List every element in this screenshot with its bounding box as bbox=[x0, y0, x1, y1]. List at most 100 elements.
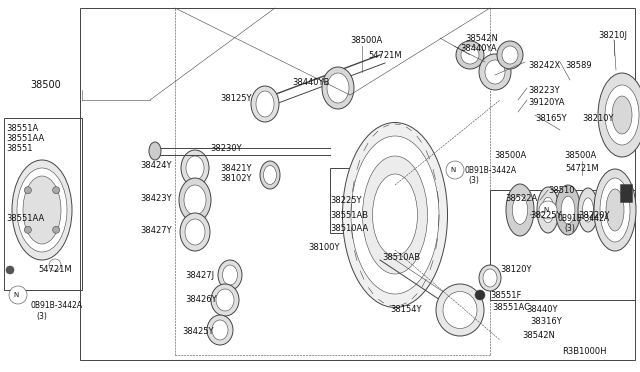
Ellipse shape bbox=[605, 85, 639, 145]
Ellipse shape bbox=[479, 265, 501, 291]
Ellipse shape bbox=[327, 73, 349, 103]
Text: 38510: 38510 bbox=[548, 186, 575, 195]
Text: 38440YB: 38440YB bbox=[292, 77, 330, 87]
Circle shape bbox=[6, 266, 14, 274]
Bar bbox=[330, 168, 402, 233]
Ellipse shape bbox=[149, 142, 161, 160]
Text: 38225Y: 38225Y bbox=[330, 196, 362, 205]
Text: 38421Y: 38421Y bbox=[220, 164, 252, 173]
Text: 54721M: 54721M bbox=[38, 266, 72, 275]
Text: 54721M: 54721M bbox=[368, 51, 402, 60]
Text: 38510AB: 38510AB bbox=[382, 253, 420, 263]
Ellipse shape bbox=[483, 269, 497, 287]
Text: 38242X: 38242X bbox=[528, 61, 560, 70]
Ellipse shape bbox=[598, 73, 640, 157]
Ellipse shape bbox=[542, 198, 554, 223]
Text: 38522A: 38522A bbox=[505, 193, 537, 202]
Text: 0B91B-3442A: 0B91B-3442A bbox=[465, 166, 517, 174]
Text: (3): (3) bbox=[36, 311, 47, 321]
Ellipse shape bbox=[218, 260, 242, 290]
Ellipse shape bbox=[582, 198, 593, 222]
Text: 38551F: 38551F bbox=[490, 291, 522, 299]
Ellipse shape bbox=[479, 54, 511, 90]
Ellipse shape bbox=[556, 185, 580, 235]
Text: 38316Y: 38316Y bbox=[530, 317, 562, 327]
Ellipse shape bbox=[578, 188, 598, 232]
Ellipse shape bbox=[264, 166, 276, 185]
Text: 38220Y: 38220Y bbox=[578, 211, 609, 219]
Text: 0B91B-3442A: 0B91B-3442A bbox=[30, 301, 82, 310]
Text: 38210J: 38210J bbox=[598, 31, 627, 39]
Ellipse shape bbox=[600, 178, 630, 242]
Text: 38551AA: 38551AA bbox=[6, 134, 44, 142]
Bar bbox=[80, 8, 635, 360]
Text: 38500A: 38500A bbox=[494, 151, 526, 160]
Text: R3B1000H: R3B1000H bbox=[562, 347, 607, 356]
Text: 38510AA: 38510AA bbox=[330, 224, 368, 232]
Ellipse shape bbox=[17, 168, 67, 252]
Text: N: N bbox=[543, 207, 548, 213]
Ellipse shape bbox=[251, 86, 279, 122]
Ellipse shape bbox=[181, 150, 209, 186]
Ellipse shape bbox=[256, 91, 274, 117]
Ellipse shape bbox=[342, 122, 447, 308]
Text: 38551: 38551 bbox=[6, 144, 33, 153]
Text: 0B91B-3442A: 0B91B-3442A bbox=[558, 214, 610, 222]
Text: 38210Y: 38210Y bbox=[582, 113, 614, 122]
Text: 38424Y: 38424Y bbox=[140, 160, 172, 170]
Text: 38551AA: 38551AA bbox=[6, 214, 44, 222]
Circle shape bbox=[475, 290, 485, 300]
Text: 38120Y: 38120Y bbox=[500, 266, 531, 275]
Text: 38230Y: 38230Y bbox=[210, 144, 242, 153]
Ellipse shape bbox=[322, 67, 354, 109]
Text: 38102Y: 38102Y bbox=[220, 173, 252, 183]
Text: (3): (3) bbox=[564, 224, 575, 232]
Text: 38500: 38500 bbox=[30, 80, 61, 90]
Text: 38589: 38589 bbox=[565, 61, 591, 70]
Ellipse shape bbox=[612, 96, 632, 134]
Ellipse shape bbox=[497, 41, 523, 69]
Ellipse shape bbox=[512, 196, 528, 224]
Ellipse shape bbox=[594, 186, 618, 234]
Text: 38440YA: 38440YA bbox=[460, 44, 497, 52]
Text: N: N bbox=[13, 292, 19, 298]
Text: 38425Y: 38425Y bbox=[182, 327, 214, 337]
Ellipse shape bbox=[561, 196, 575, 224]
Ellipse shape bbox=[12, 160, 72, 260]
Circle shape bbox=[24, 226, 31, 233]
Circle shape bbox=[24, 187, 31, 194]
Ellipse shape bbox=[506, 184, 534, 236]
Circle shape bbox=[49, 259, 61, 271]
Circle shape bbox=[9, 286, 27, 304]
Text: N: N bbox=[451, 167, 456, 173]
Text: 39120YA: 39120YA bbox=[528, 97, 564, 106]
Ellipse shape bbox=[485, 60, 505, 84]
Ellipse shape bbox=[362, 156, 428, 274]
Text: 38500A: 38500A bbox=[564, 151, 596, 160]
Ellipse shape bbox=[443, 292, 477, 328]
Text: 38125Y: 38125Y bbox=[220, 93, 252, 103]
Circle shape bbox=[52, 187, 60, 194]
Circle shape bbox=[52, 226, 60, 233]
Text: (3): (3) bbox=[468, 176, 479, 185]
Text: 38542N: 38542N bbox=[465, 33, 498, 42]
Text: 38423Y: 38423Y bbox=[140, 193, 172, 202]
Text: 38154Y: 38154Y bbox=[390, 305, 422, 314]
Text: 38551AB: 38551AB bbox=[330, 211, 368, 219]
Text: 38542N: 38542N bbox=[522, 330, 555, 340]
Ellipse shape bbox=[211, 284, 239, 316]
Text: 38427Y: 38427Y bbox=[140, 225, 172, 234]
Ellipse shape bbox=[456, 41, 484, 69]
Text: 38427J: 38427J bbox=[185, 270, 214, 279]
Text: 38500A: 38500A bbox=[350, 35, 382, 45]
Ellipse shape bbox=[223, 265, 237, 285]
Bar bbox=[4, 118, 82, 290]
Text: 38551AC: 38551AC bbox=[492, 304, 530, 312]
Ellipse shape bbox=[351, 136, 439, 294]
Circle shape bbox=[446, 161, 464, 179]
Text: 38440Y: 38440Y bbox=[526, 305, 557, 314]
Ellipse shape bbox=[207, 315, 233, 345]
Ellipse shape bbox=[23, 176, 61, 244]
Ellipse shape bbox=[436, 284, 484, 336]
Ellipse shape bbox=[606, 189, 624, 231]
